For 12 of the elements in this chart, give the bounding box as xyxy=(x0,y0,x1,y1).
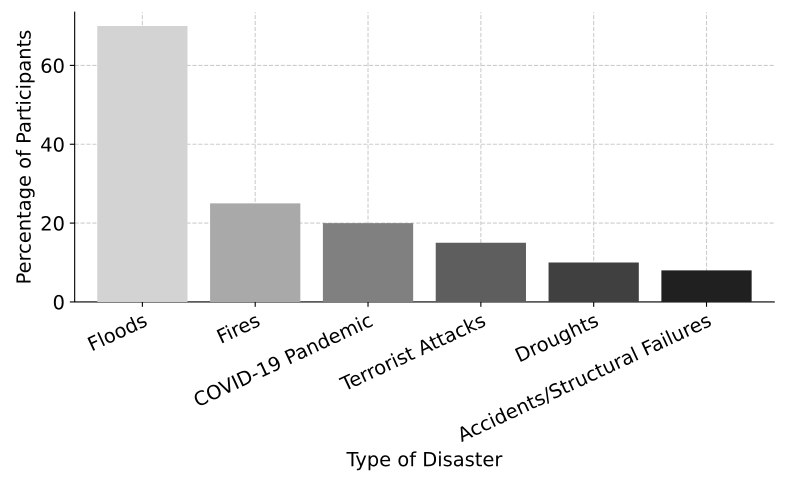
x-axis-title: Type of Disaster xyxy=(346,451,502,470)
y-axis-title: Percentage of Participants xyxy=(16,30,35,282)
bar xyxy=(322,223,414,302)
y-tick-label: 60 xyxy=(42,58,64,74)
x-tick-label: Fires xyxy=(216,312,261,344)
bar xyxy=(548,262,639,302)
y-tick-label: 20 xyxy=(42,216,64,231)
bar xyxy=(436,242,526,302)
bar xyxy=(661,270,752,302)
y-tick-label: 0 xyxy=(54,294,64,310)
y-tick-label: 40 xyxy=(41,137,64,152)
bar xyxy=(210,203,300,302)
